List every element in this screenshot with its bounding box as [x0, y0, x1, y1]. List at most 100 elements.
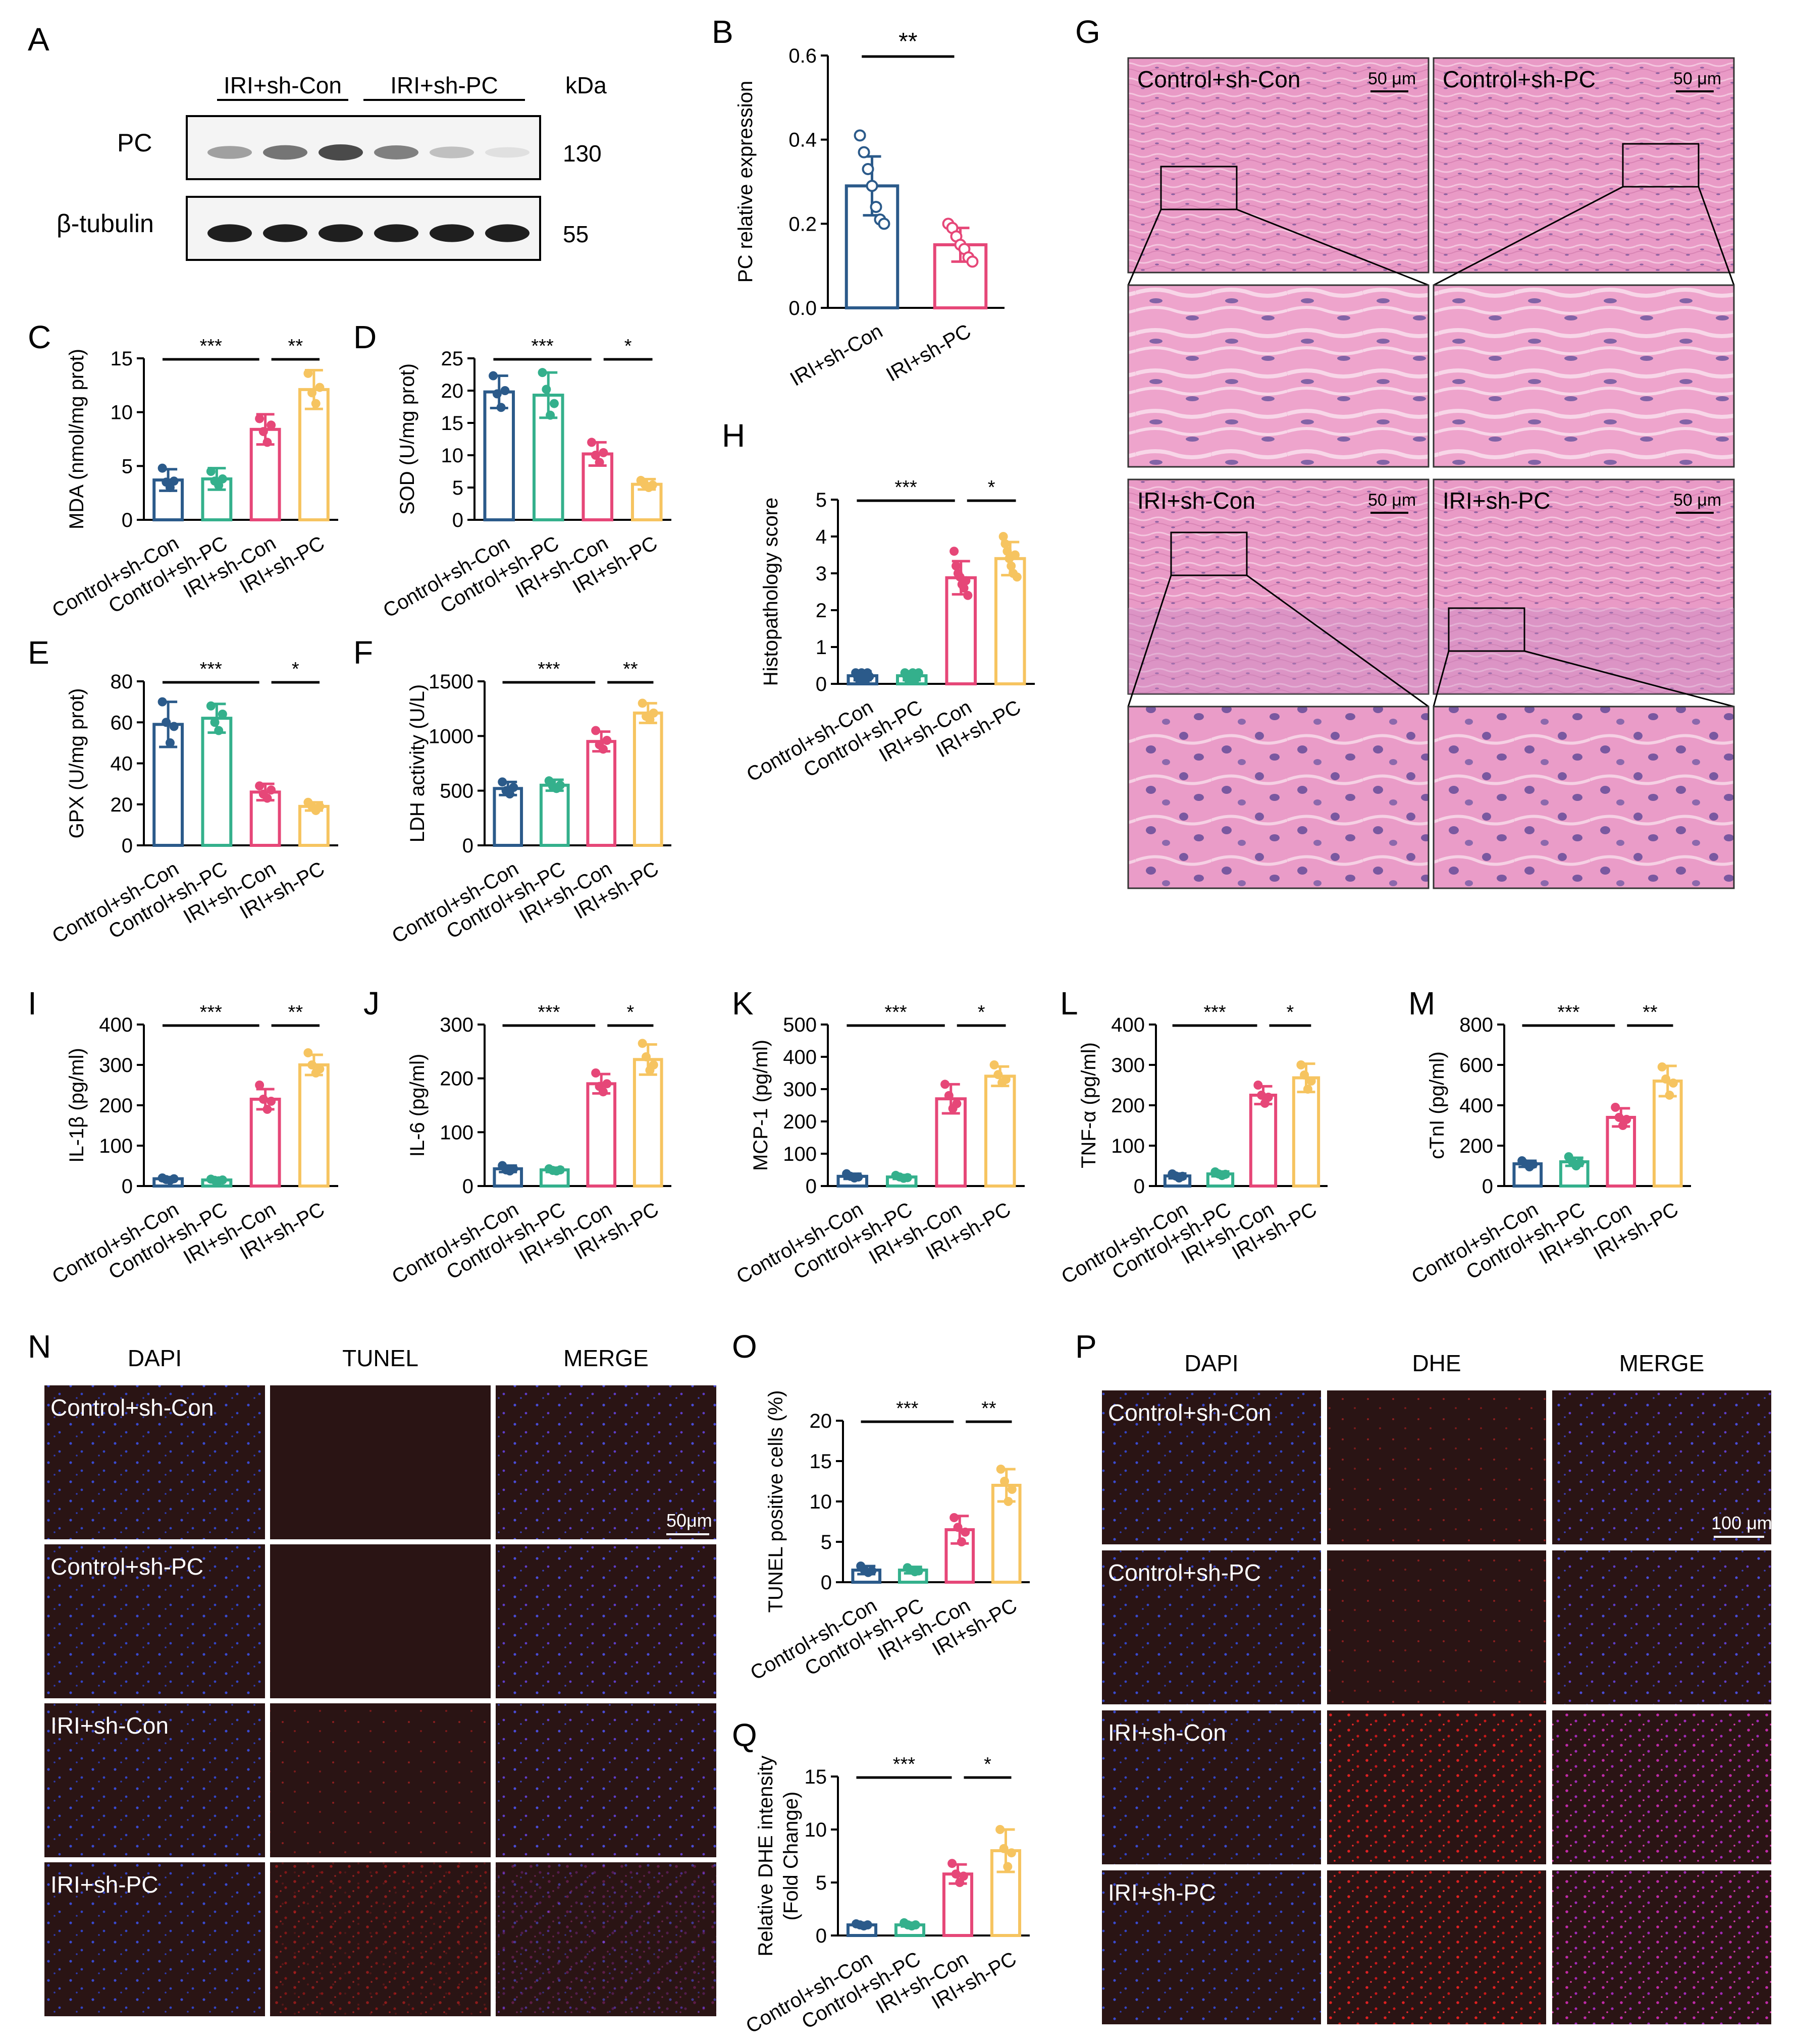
y-tick-label: 80 — [111, 671, 133, 693]
data-point — [315, 801, 325, 811]
fluor-image — [1552, 1550, 1771, 1704]
data-point — [854, 129, 866, 142]
bar — [586, 1082, 617, 1188]
significance-label: *** — [200, 336, 223, 357]
he-scale-label: 50 μm — [1368, 491, 1416, 510]
y-tick-label: 0 — [452, 509, 463, 531]
data-point — [1253, 1081, 1263, 1090]
bar — [298, 1063, 330, 1188]
fluor-image — [1102, 1550, 1321, 1704]
panel-letter-i: I — [28, 985, 37, 1021]
y-tick-label: 20 — [111, 794, 133, 816]
fluorescence-panel-p: DAPI DHE MERGE Control+sh-Con Control+sh-PC I… — [1102, 1350, 1772, 2024]
y-tick-label: 300 — [783, 1079, 817, 1101]
y-axis-label: TNF-α (pg/ml) — [1078, 1042, 1100, 1168]
y-tick-label: 200 — [99, 1095, 133, 1117]
fluor-column-label: DAPI — [128, 1345, 182, 1371]
fluor-column-label: DHE — [1412, 1350, 1461, 1376]
significance-label: * — [626, 1002, 634, 1023]
y-tick-label: 5 — [452, 477, 463, 499]
data-point — [1003, 1862, 1013, 1871]
data-point — [957, 1537, 966, 1546]
data-point — [169, 1174, 179, 1184]
data-point — [1303, 1085, 1312, 1094]
data-point — [307, 1060, 317, 1069]
data-point — [1007, 1848, 1016, 1858]
y-tick-label: 20 — [810, 1410, 832, 1432]
he-group-label: Control+sh-PC — [1443, 66, 1596, 92]
y-tick-label: 15 — [805, 1766, 827, 1788]
data-point — [509, 783, 518, 792]
significance-label: *** — [531, 336, 554, 357]
significance-label: * — [984, 1754, 991, 1775]
bar-chart-b: 0.0 0.2 0.4 0.6 PC relative expression IRI+sh… — [734, 28, 1005, 391]
data-point — [854, 1172, 863, 1182]
data-point — [509, 1164, 518, 1173]
data-point — [498, 777, 507, 787]
data-point — [218, 1175, 227, 1185]
data-point — [303, 368, 313, 378]
y-tick-label: 60 — [111, 712, 133, 734]
y-tick-label: 400 — [99, 1014, 133, 1036]
fluor-image — [1552, 1390, 1771, 1544]
data-point — [944, 1091, 954, 1100]
data-point — [951, 1869, 961, 1879]
panel-letter-q: Q — [732, 1717, 757, 1753]
y-tick-label: 1500 — [429, 671, 473, 693]
data-point — [311, 399, 321, 408]
data-point — [165, 738, 175, 747]
fluor-image — [496, 1544, 716, 1698]
y-tick-label: 500 — [440, 780, 473, 802]
y-tick-label: 5 — [821, 1531, 832, 1553]
y-tick-label: 0 — [122, 835, 133, 857]
panel-letter-k: K — [732, 985, 754, 1021]
fluor-image — [44, 1703, 265, 1857]
data-point — [998, 532, 1008, 541]
data-point — [1614, 1113, 1624, 1122]
y-axis-label: LDH activity (U/L) — [406, 684, 429, 842]
panel-letter-n: N — [28, 1328, 51, 1365]
y-tick-label: 600 — [1459, 1054, 1493, 1077]
zoom-connector — [1246, 574, 1429, 708]
significance-label: ** — [288, 336, 303, 357]
data-point — [595, 458, 604, 467]
panel-letter-e: E — [28, 634, 49, 671]
significance-label: ** — [623, 659, 638, 680]
y-tick-label: 0.2 — [788, 213, 817, 235]
fluor-image — [1102, 1390, 1321, 1544]
fluor-image — [270, 1544, 491, 1698]
blot-band — [374, 145, 418, 159]
fluor-image — [1552, 1710, 1771, 1864]
fluor-row-label: IRI+sh-Con — [50, 1712, 169, 1739]
data-point — [1012, 572, 1022, 582]
data-point — [157, 463, 167, 473]
data-point — [649, 1060, 658, 1069]
blot-band — [263, 224, 307, 242]
zoom-connector — [1524, 650, 1734, 708]
fluor-image — [496, 1703, 716, 1857]
he-low-mag-image — [1433, 478, 1735, 695]
bar — [586, 740, 617, 847]
y-tick-label: 15 — [441, 412, 464, 435]
he-low-mag-image — [1433, 57, 1735, 274]
panel-letter-h: H — [722, 417, 745, 454]
he-group-label: Control+sh-Con — [1137, 66, 1300, 92]
data-point — [489, 371, 498, 381]
y-tick-label: 400 — [1111, 1014, 1145, 1036]
y-tick-label: 300 — [99, 1054, 133, 1077]
tunel-positive-overlay — [270, 1862, 491, 2016]
y-tick-label: 400 — [783, 1046, 817, 1068]
data-point — [996, 1465, 1006, 1474]
y-tick-label: 200 — [1111, 1095, 1145, 1117]
data-point — [1002, 547, 1012, 556]
panel-letter-o: O — [732, 1328, 757, 1365]
y-axis-label-line2: (Fold Change) — [780, 1792, 802, 1921]
fluor-image — [270, 1703, 491, 1857]
bar-chart-q: 0 5 10 15 Relative DHE intensity (Fold Change… — [742, 1754, 1030, 2038]
data-point — [1300, 1070, 1309, 1080]
